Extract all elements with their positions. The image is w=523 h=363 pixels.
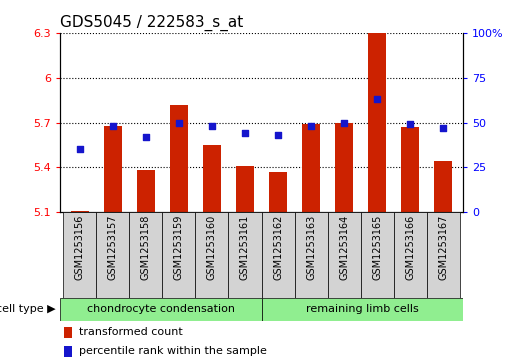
Bar — [262, 298, 463, 321]
Text: percentile rank within the sample: percentile rank within the sample — [79, 346, 267, 356]
Bar — [64, 327, 72, 338]
Point — [274, 132, 282, 138]
Bar — [262, 212, 294, 298]
Bar — [96, 212, 130, 298]
Bar — [229, 212, 262, 298]
Bar — [327, 212, 360, 298]
Point — [439, 125, 447, 131]
Point — [340, 120, 348, 126]
Text: GSM1253167: GSM1253167 — [438, 215, 448, 280]
Bar — [294, 212, 327, 298]
Text: GSM1253161: GSM1253161 — [240, 215, 250, 280]
Point — [109, 123, 117, 129]
Text: GSM1253164: GSM1253164 — [339, 215, 349, 280]
Text: GSM1253156: GSM1253156 — [75, 215, 85, 280]
Bar — [434, 162, 452, 212]
Bar — [130, 212, 163, 298]
Text: cell type ▶: cell type ▶ — [0, 305, 55, 314]
Text: GSM1253165: GSM1253165 — [372, 215, 382, 280]
Bar — [203, 145, 221, 212]
Text: GSM1253166: GSM1253166 — [405, 215, 415, 280]
Point — [241, 130, 249, 136]
Bar — [401, 127, 419, 212]
Bar — [427, 212, 460, 298]
Text: GSM1253160: GSM1253160 — [207, 215, 217, 280]
Bar — [163, 212, 196, 298]
Text: GSM1253163: GSM1253163 — [306, 215, 316, 280]
Bar — [170, 105, 188, 212]
Bar — [60, 298, 262, 321]
Text: remaining limb cells: remaining limb cells — [306, 305, 418, 314]
Point — [373, 96, 381, 102]
Bar — [269, 172, 287, 212]
Bar — [360, 212, 393, 298]
Text: chondrocyte condensation: chondrocyte condensation — [87, 305, 235, 314]
Point — [175, 120, 183, 126]
Bar — [71, 211, 89, 212]
Bar — [137, 170, 155, 212]
Bar — [335, 122, 353, 212]
Point — [142, 134, 150, 140]
Text: GDS5045 / 222583_s_at: GDS5045 / 222583_s_at — [60, 15, 243, 31]
Bar — [368, 33, 386, 212]
Bar — [63, 212, 96, 298]
Point — [307, 123, 315, 129]
Text: GSM1253159: GSM1253159 — [174, 215, 184, 280]
Bar — [302, 124, 320, 212]
Bar — [196, 212, 229, 298]
Text: GSM1253162: GSM1253162 — [273, 215, 283, 280]
Point — [76, 147, 84, 152]
Bar — [104, 126, 122, 212]
Bar — [64, 346, 72, 356]
Text: transformed count: transformed count — [79, 327, 183, 337]
Point — [208, 123, 216, 129]
Point — [406, 121, 414, 127]
Bar — [236, 166, 254, 212]
Text: GSM1253158: GSM1253158 — [141, 215, 151, 280]
Bar — [393, 212, 427, 298]
Text: GSM1253157: GSM1253157 — [108, 215, 118, 280]
